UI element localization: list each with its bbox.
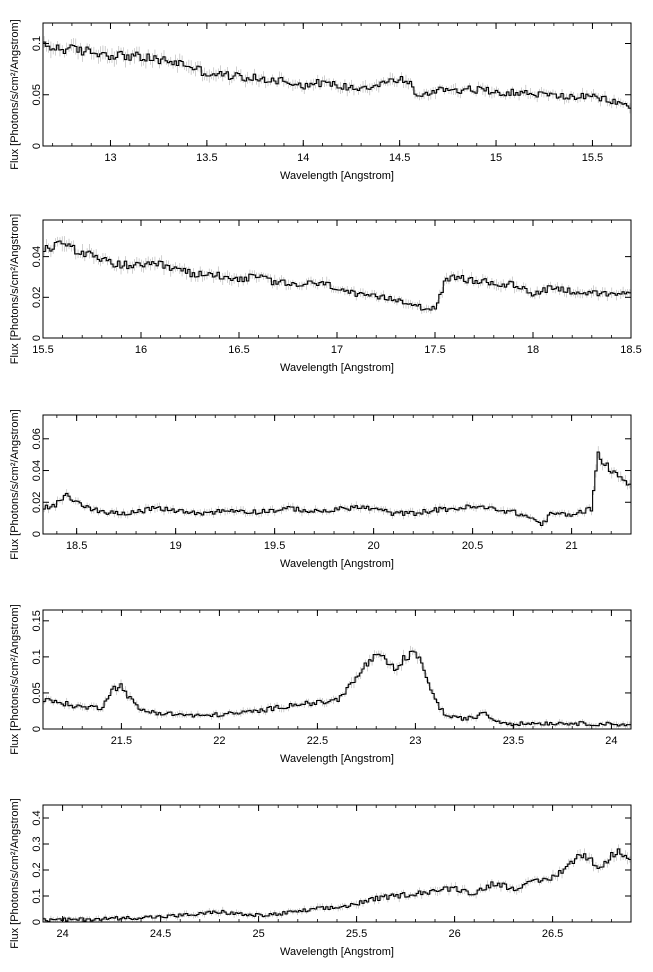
x-tick-label: 22.5	[307, 735, 328, 747]
x-tick-label: 21	[565, 540, 577, 552]
spectrum-line	[43, 41, 631, 109]
y-tick-label: 0.3	[31, 836, 43, 851]
y-tick-label: 0.04	[31, 460, 43, 481]
y-tick-label: 0	[31, 726, 43, 732]
spectrum-line	[43, 848, 631, 922]
spectrum-panel-4: 21.5 22 22.5 23 23.5 24 0 0.05 0.1 0.15 Wavelength…	[9, 604, 632, 765]
y-tick-label: 0.06	[31, 428, 43, 449]
y-tick-label: 0	[31, 531, 43, 537]
y-tick-label: 0	[31, 919, 43, 925]
x-tick-label: 14.5	[389, 152, 410, 164]
x-axis-title: Wavelength [Angstrom]	[280, 170, 394, 182]
y-axis-title: Flux [Photons/s/cm²/Angstrom]	[9, 19, 21, 169]
x-tick-label: 23.5	[503, 735, 524, 747]
x-tick-label: 13.5	[196, 152, 217, 164]
spectrum-line	[43, 240, 631, 311]
y-tick-label: 0.15	[31, 610, 43, 631]
x-tick-label: 15.5	[32, 344, 53, 356]
spectrum-line	[43, 650, 631, 727]
x-tick-label: 18.5	[66, 540, 87, 552]
x-axis-title: Wavelength [Angstrom]	[280, 753, 394, 765]
y-tick-label: 0.1	[31, 649, 43, 664]
x-tick-label: 26.5	[542, 928, 563, 940]
x-axis-title: Wavelength [Angstrom]	[280, 362, 394, 374]
x-tick-label: 18.5	[620, 344, 641, 356]
x-tick-label: 15.5	[582, 152, 603, 164]
x-tick-label: 15	[490, 152, 502, 164]
x-tick-label: 24	[56, 928, 68, 940]
y-tick-label: 0.04	[31, 246, 43, 267]
x-tick-label: 16	[135, 344, 147, 356]
y-tick-label: 0.2	[31, 862, 43, 877]
x-tick-label: 19	[170, 540, 182, 552]
x-tick-label: 23	[409, 735, 421, 747]
spectrum-line	[43, 451, 631, 527]
y-tick-label: 0.02	[31, 287, 43, 308]
y-axis-title: Flux [Photons/s/cm²/Angstrom]	[9, 409, 21, 559]
y-axis-title: Flux [Photons/s/cm²/Angstrom]	[9, 798, 21, 948]
y-tick-label: 0.05	[31, 84, 43, 105]
x-axis-title: Wavelength [Angstrom]	[280, 558, 394, 570]
x-tick-label: 25	[252, 928, 264, 940]
x-tick-label: 25.5	[346, 928, 367, 940]
error-bars	[43, 236, 631, 314]
spectrum-panel-5: 24 24.5 25 25.5 26 26.5 0 0.1 0.2 0.3 0.4 Wavelengt…	[9, 798, 632, 958]
x-tick-label: 13	[104, 152, 116, 164]
x-tick-label: 19.5	[264, 540, 285, 552]
error-bars	[43, 446, 631, 529]
x-tick-label: 17	[331, 344, 343, 356]
x-tick-label: 20.5	[462, 540, 483, 552]
x-tick-label: 24	[605, 735, 617, 747]
y-tick-label: 0.02	[31, 492, 43, 513]
x-tick-label: 24.5	[150, 928, 171, 940]
y-tick-label: 0.1	[31, 36, 43, 51]
x-tick-label: 21.5	[111, 735, 132, 747]
spectrum-panel-1: 13 13.5 14 14.5 15 15.5 0 0.05 0.1 Wavelength [An…	[9, 19, 632, 182]
x-axis-title: Wavelength [Angstrom]	[280, 946, 394, 958]
x-tick-label: 17.5	[424, 344, 445, 356]
error-bars	[43, 36, 631, 114]
x-tick-label: 14	[297, 152, 309, 164]
x-tick-label: 18	[527, 344, 539, 356]
y-tick-label: 0	[31, 335, 43, 341]
spectrum-panel-3: 18.5 19 19.5 20 20.5 21 0 0.02 0.04 0.06 Wavelengt…	[9, 409, 632, 570]
plot-frame	[42, 22, 632, 147]
y-tick-label: 0.05	[31, 682, 43, 703]
x-tick-label: 16.5	[228, 344, 249, 356]
y-tick-label: 0.1	[31, 888, 43, 903]
y-axis-title: Flux [Photons/s/cm²/Angstrom]	[9, 604, 21, 754]
y-tick-label: 0.4	[31, 810, 43, 825]
y-axis-title: Flux [Photons/s/cm²/Angstrom]	[9, 214, 21, 364]
plot-frame	[42, 414, 632, 535]
x-tick-label: 26	[448, 928, 460, 940]
y-tick-label: 0	[31, 143, 43, 149]
error-bars	[43, 645, 631, 729]
x-tick-label: 20	[368, 540, 380, 552]
plot-frame	[42, 609, 632, 730]
plot-frame	[42, 804, 632, 923]
spectrum-panel-2: 15.5 16 16.5 17 17.5 18 18.5 0 0.02 0.04 Wavelengt…	[9, 214, 642, 374]
x-tick-label: 22	[213, 735, 225, 747]
error-bars	[43, 844, 631, 922]
plot-frame	[42, 219, 632, 339]
